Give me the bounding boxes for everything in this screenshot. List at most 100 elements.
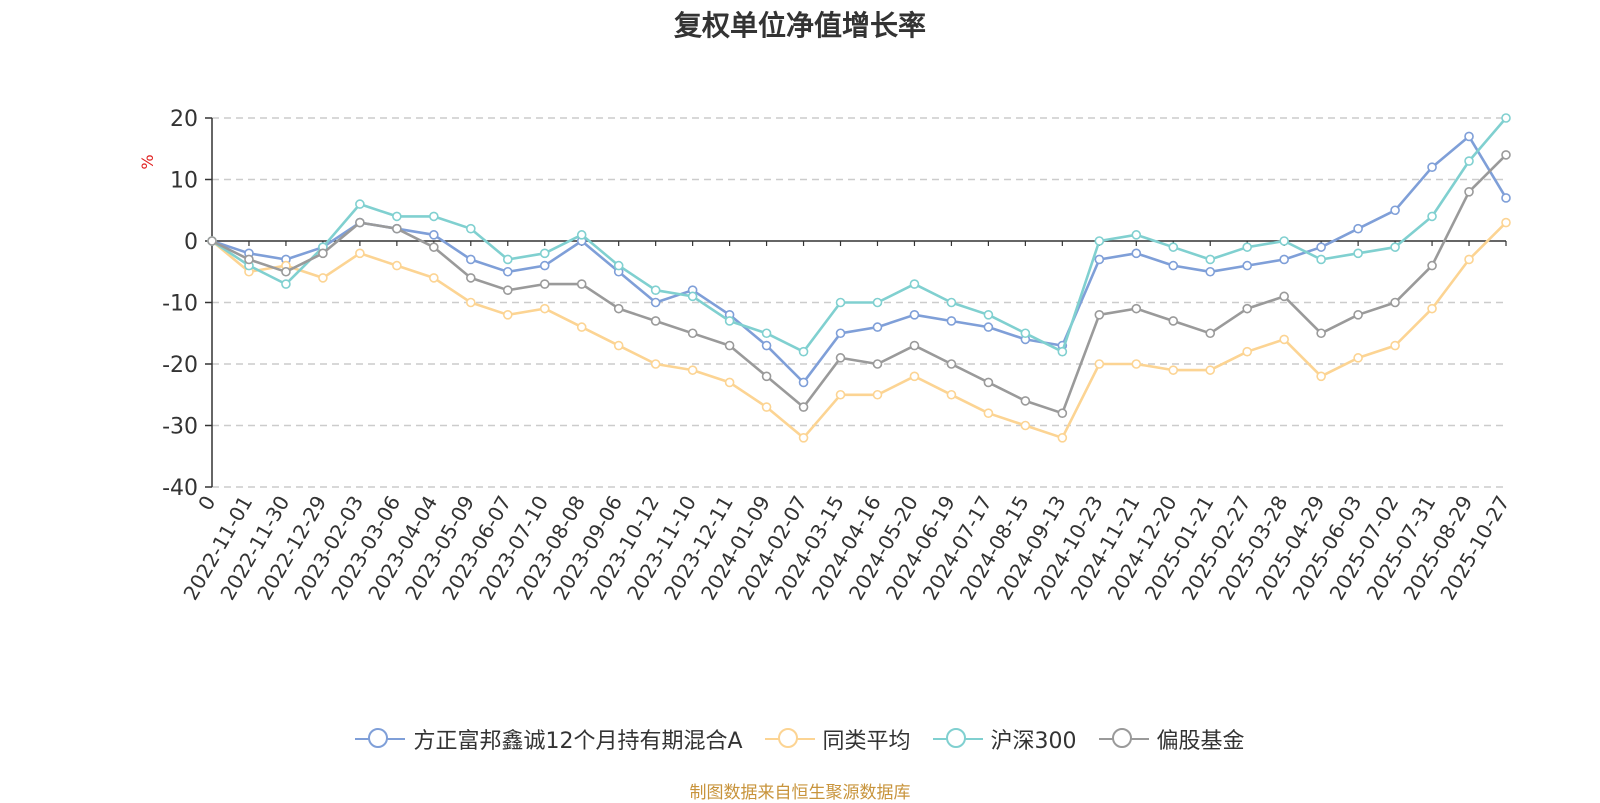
data-point[interactable] <box>946 359 957 369</box>
data-point[interactable] <box>1020 396 1031 406</box>
data-point[interactable] <box>1427 303 1437 314</box>
data-point[interactable] <box>502 309 513 320</box>
data-point[interactable] <box>724 316 735 326</box>
data-point[interactable] <box>502 266 513 277</box>
data-point[interactable] <box>1057 346 1068 357</box>
data-point[interactable] <box>761 371 772 382</box>
data-point[interactable] <box>1205 328 1216 339</box>
data-point[interactable] <box>465 273 476 283</box>
data-point[interactable] <box>1242 303 1252 314</box>
data-point[interactable] <box>429 211 439 222</box>
data-point[interactable] <box>872 389 883 400</box>
data-point[interactable] <box>207 236 217 246</box>
data-point[interactable] <box>1094 236 1105 246</box>
data-point[interactable] <box>650 285 661 296</box>
data-point[interactable] <box>1390 340 1400 351</box>
data-point[interactable] <box>1131 303 1142 314</box>
data-point[interactable] <box>502 254 513 265</box>
data-point[interactable] <box>798 402 809 412</box>
data-point[interactable] <box>1094 359 1105 369</box>
data-point[interactable] <box>576 230 587 240</box>
data-point[interactable] <box>724 377 735 388</box>
data-point[interactable] <box>1205 266 1216 277</box>
data-point[interactable] <box>761 402 772 412</box>
data-point[interactable] <box>1501 113 1511 123</box>
data-point[interactable] <box>392 223 402 234</box>
data-point[interactable] <box>798 377 809 388</box>
data-point[interactable] <box>1427 260 1437 271</box>
data-point[interactable] <box>983 322 994 332</box>
data-point[interactable] <box>909 340 920 351</box>
data-point[interactable] <box>539 303 550 314</box>
data-point[interactable] <box>1094 254 1105 265</box>
data-point[interactable] <box>355 248 365 259</box>
data-point[interactable] <box>1501 150 1511 160</box>
data-point[interactable] <box>650 359 661 369</box>
data-point[interactable] <box>835 353 846 363</box>
data-point[interactable] <box>613 340 624 351</box>
data-point[interactable] <box>1501 193 1511 203</box>
data-point[interactable] <box>872 359 883 369</box>
data-point[interactable] <box>983 309 994 320</box>
data-point[interactable] <box>392 211 402 222</box>
data-point[interactable] <box>1094 309 1105 320</box>
data-point[interactable] <box>909 371 920 382</box>
data-point[interactable] <box>1353 353 1363 363</box>
data-point[interactable] <box>687 291 698 302</box>
data-point[interactable] <box>613 260 624 271</box>
data-point[interactable] <box>1279 236 1289 246</box>
data-point[interactable] <box>1390 242 1400 252</box>
data-point[interactable] <box>539 279 550 289</box>
data-point[interactable] <box>1279 254 1289 265</box>
data-point[interactable] <box>872 297 883 308</box>
data-point[interactable] <box>1427 211 1437 222</box>
data-point[interactable] <box>1464 187 1474 197</box>
data-point[interactable] <box>1057 432 1068 443</box>
data-point[interactable] <box>429 242 439 252</box>
data-point[interactable] <box>355 217 365 228</box>
data-point[interactable] <box>539 260 550 271</box>
data-point[interactable] <box>1353 223 1363 234</box>
data-point[interactable] <box>429 273 439 283</box>
data-point[interactable] <box>983 377 994 388</box>
data-point[interactable] <box>1131 230 1142 240</box>
data-point[interactable] <box>1353 309 1363 320</box>
data-point[interactable] <box>1168 260 1179 271</box>
data-point[interactable] <box>1131 248 1142 259</box>
data-point[interactable] <box>909 279 920 289</box>
data-point[interactable] <box>1168 365 1179 375</box>
data-point[interactable] <box>465 223 476 234</box>
data-point[interactable] <box>1501 217 1511 228</box>
data-point[interactable] <box>835 389 846 400</box>
data-point[interactable] <box>1020 420 1031 431</box>
data-point[interactable] <box>465 254 476 265</box>
data-point[interactable] <box>761 328 772 339</box>
data-point[interactable] <box>909 309 920 320</box>
data-point[interactable] <box>281 279 291 289</box>
data-point[interactable] <box>1205 365 1216 375</box>
data-point[interactable] <box>724 340 735 351</box>
data-point[interactable] <box>1316 371 1326 382</box>
data-point[interactable] <box>1131 359 1142 369</box>
data-point[interactable] <box>761 340 772 351</box>
data-point[interactable] <box>1353 248 1363 259</box>
data-point[interactable] <box>835 328 846 339</box>
data-point[interactable] <box>502 285 513 296</box>
data-point[interactable] <box>798 432 809 443</box>
data-point[interactable] <box>1427 162 1437 172</box>
data-point[interactable] <box>1316 254 1326 265</box>
data-point[interactable] <box>318 273 328 283</box>
data-point[interactable] <box>1464 131 1474 142</box>
legend-item-equity-fund[interactable]: 偏股基金 <box>1098 723 1245 755</box>
data-point[interactable] <box>835 297 846 308</box>
data-point[interactable] <box>1464 254 1474 265</box>
data-point[interactable] <box>946 389 957 400</box>
data-point[interactable] <box>1316 328 1326 339</box>
data-point[interactable] <box>539 248 550 259</box>
data-point[interactable] <box>1279 291 1289 302</box>
data-point[interactable] <box>1390 205 1400 216</box>
data-point[interactable] <box>355 199 365 209</box>
data-point[interactable] <box>650 297 661 308</box>
data-point[interactable] <box>946 316 957 326</box>
data-point[interactable] <box>687 365 698 375</box>
